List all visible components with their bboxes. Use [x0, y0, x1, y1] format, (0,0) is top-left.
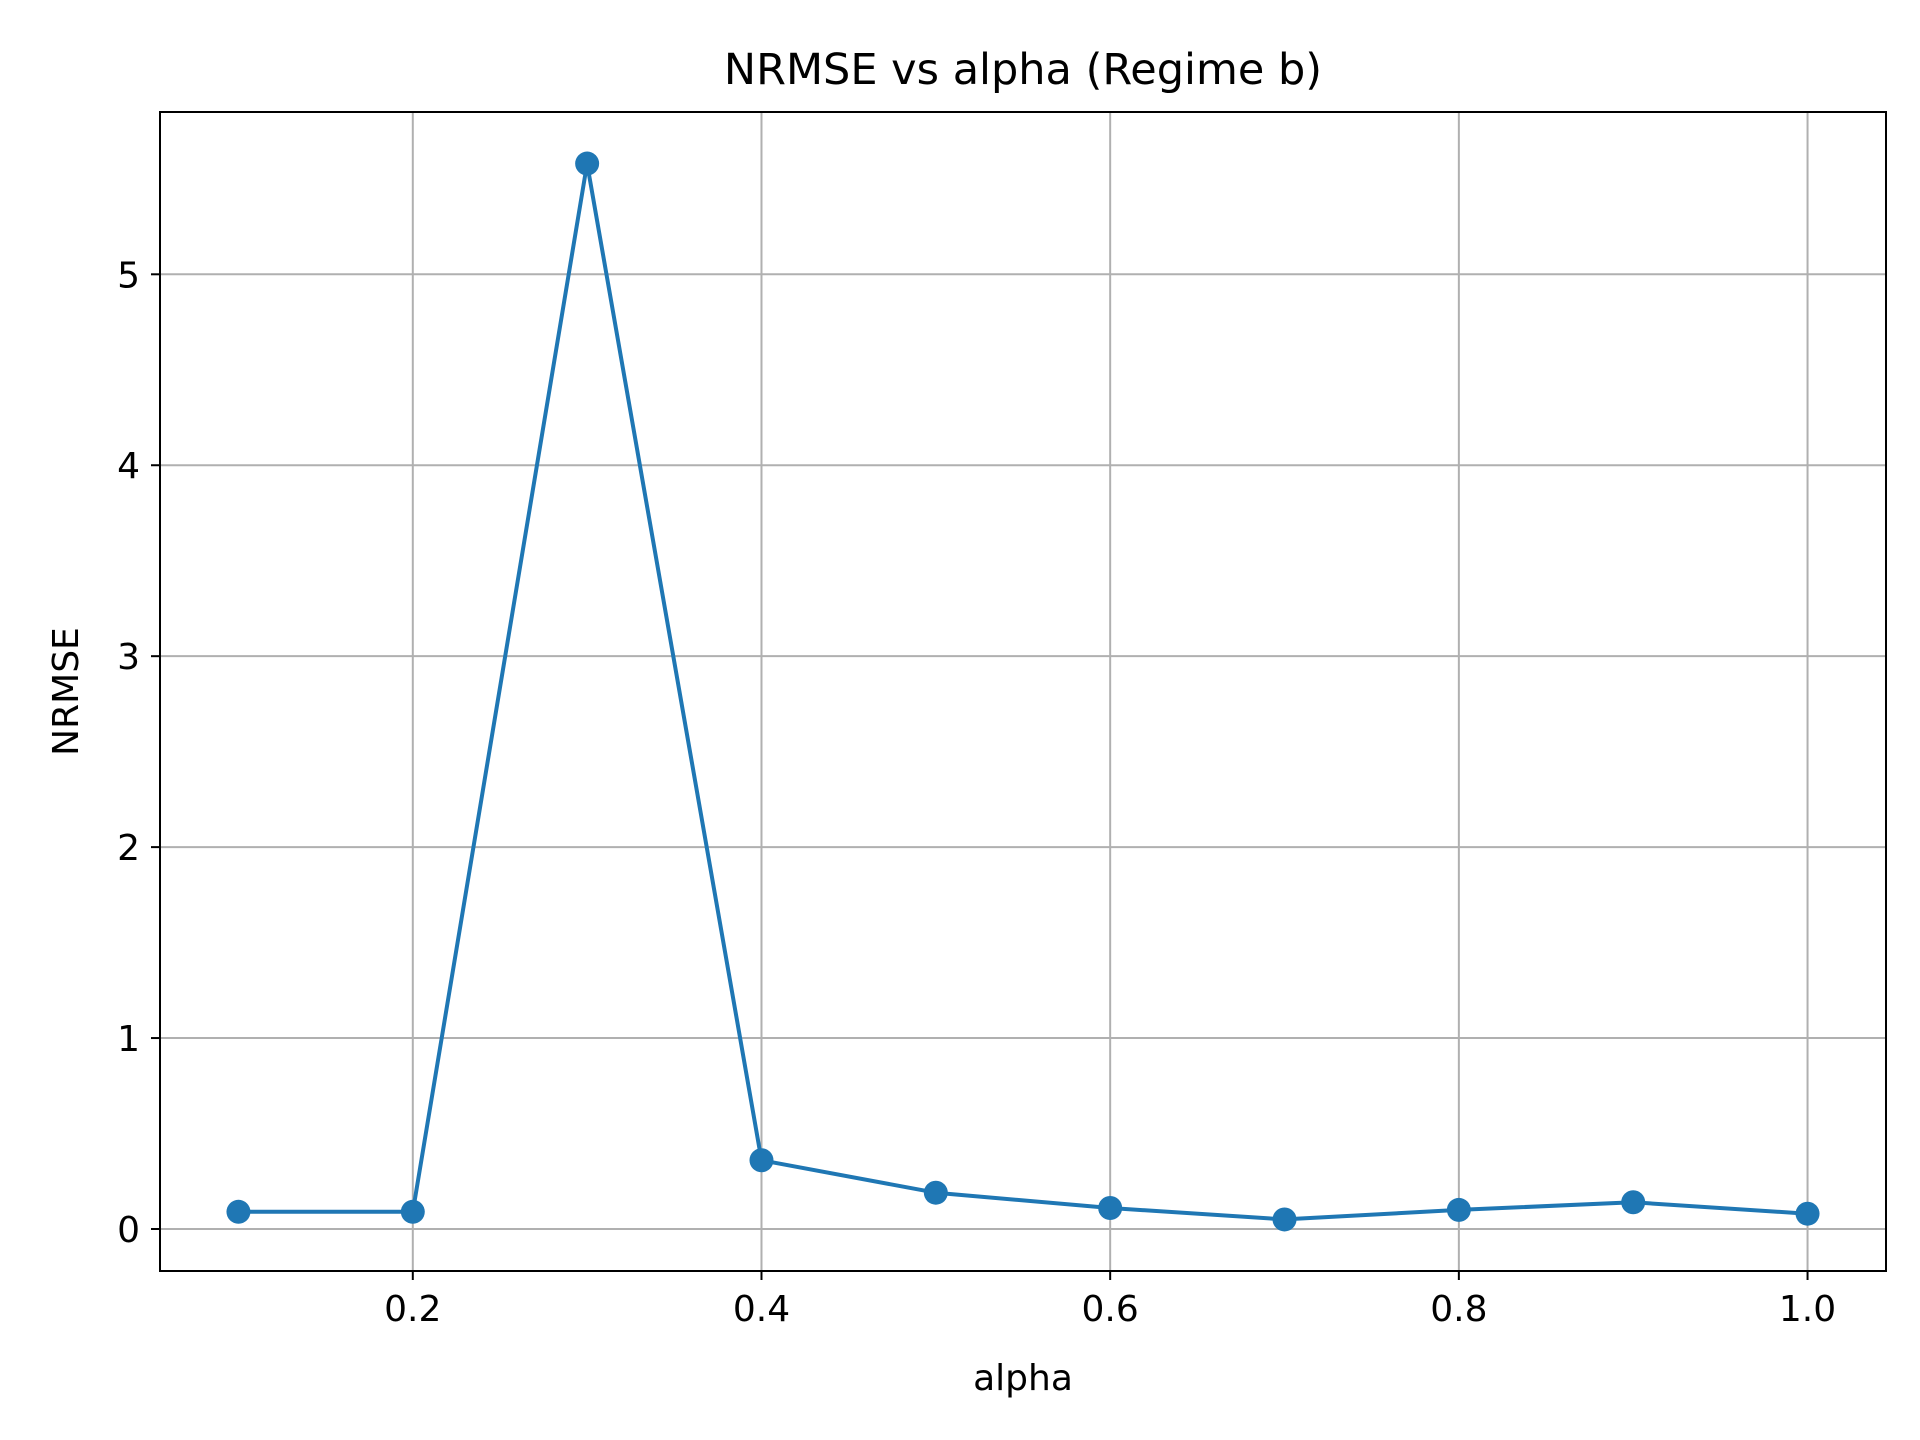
y-tick-label: 3 — [117, 637, 140, 678]
y-tick-label: 0 — [117, 1210, 140, 1251]
series-layer — [226, 151, 1820, 1232]
data-point — [1098, 1195, 1123, 1220]
grid — [160, 112, 1886, 1271]
data-point — [1272, 1207, 1297, 1232]
chart-title: NRMSE vs alpha (Regime b) — [724, 45, 1322, 95]
x-tick-label: 0.4 — [733, 1289, 790, 1330]
data-point — [575, 151, 600, 176]
x-tick-label: 1.0 — [1779, 1289, 1836, 1330]
y-tick-label: 2 — [117, 828, 140, 869]
data-point — [1446, 1197, 1471, 1222]
y-tick-label: 5 — [117, 255, 140, 296]
data-point — [1795, 1201, 1820, 1226]
x-tick-label: 0.8 — [1430, 1289, 1487, 1330]
y-tick-label: 1 — [117, 1019, 140, 1060]
y-axis-label: NRMSE — [46, 627, 87, 756]
x-tick-label: 0.2 — [384, 1289, 441, 1330]
data-point — [749, 1148, 774, 1173]
x-tick-label: 0.6 — [1082, 1289, 1139, 1330]
data-point — [923, 1180, 948, 1205]
data-point — [400, 1199, 425, 1224]
axis-ticks: 0.2 0.4 0.6 0.8 1.0 0 1 2 3 4 5 — [117, 255, 1836, 1330]
series-line — [238, 161, 1808, 1222]
data-point — [226, 1199, 251, 1224]
plot-frame — [159, 111, 1887, 1272]
y-tick-label: 4 — [117, 446, 140, 487]
data-point — [1621, 1190, 1646, 1215]
x-axis-label: alpha — [973, 1358, 1073, 1399]
